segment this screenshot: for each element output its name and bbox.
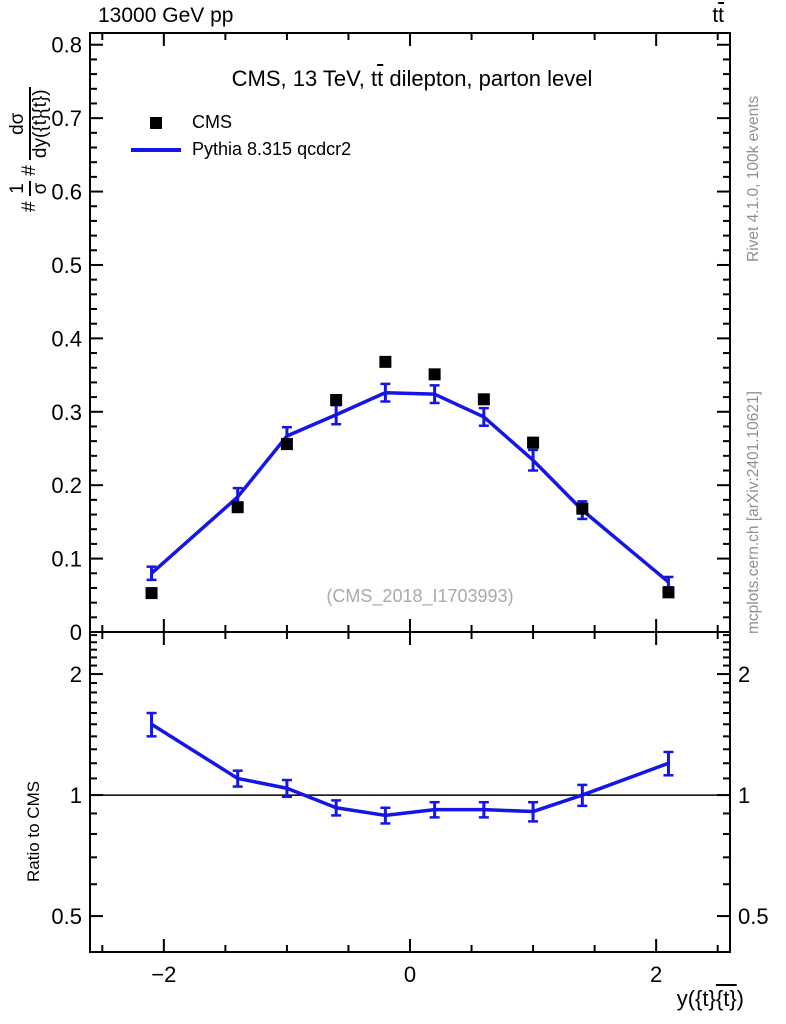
xtick-label: 0 bbox=[404, 962, 416, 987]
data-point-square bbox=[280, 438, 293, 451]
legend-row-pythia: Pythia 8.315 qcdcr2 bbox=[130, 136, 351, 163]
xlabel-tbar: {t} bbox=[715, 986, 737, 1011]
process-t: t bbox=[712, 4, 719, 27]
ylabel-num-dsigma: dσ bbox=[7, 112, 28, 135]
line-marker-icon bbox=[131, 147, 181, 152]
main-ytick-label: 0.8 bbox=[51, 33, 82, 58]
ratio-y-axis-label: Ratio to CMS bbox=[24, 780, 43, 882]
plot-title-tbar: t bbox=[377, 66, 384, 91]
data-point-square bbox=[428, 368, 441, 381]
data-point-square bbox=[527, 436, 540, 449]
x-axis-label: y({t}{t}) bbox=[677, 986, 744, 1012]
ratio-frame bbox=[89, 631, 731, 953]
ylabel-num-1: 1 bbox=[7, 183, 28, 194]
process-label: tt bbox=[712, 4, 724, 28]
main-y-axis-label: # 1 σ # dσ dy({t}{t}) bbox=[7, 87, 52, 212]
xlabel-pre: y({t} bbox=[676, 986, 716, 1011]
ylabel-den-pre: dy({t} bbox=[29, 113, 51, 159]
legend-label-cms: CMS bbox=[192, 112, 232, 132]
square-marker-icon bbox=[150, 116, 162, 129]
main-ytick-label: 0.6 bbox=[51, 180, 82, 205]
ratio-ytick-label-right: 2 bbox=[738, 662, 750, 687]
ylabel-den-dy: dy({t}{t}) bbox=[28, 87, 52, 161]
prediction-curve bbox=[150, 722, 670, 818]
plot-title: CMS, 13 TeV, tt dilepton, parton level bbox=[232, 66, 593, 92]
axis-ticks bbox=[90, 33, 730, 952]
main-ytick-label: 0.5 bbox=[51, 253, 82, 278]
xlabel-post: ) bbox=[736, 986, 744, 1011]
ylabel-hash2: # bbox=[18, 165, 40, 176]
data-point-square bbox=[662, 586, 675, 599]
ratio-ytick-label: 1 bbox=[70, 783, 82, 808]
prediction-curve bbox=[150, 390, 670, 584]
ratio-ytick-label: 0.5 bbox=[51, 904, 82, 929]
main-ytick-label: 0.4 bbox=[51, 326, 82, 351]
ylabel-den-sigma: σ bbox=[28, 180, 52, 197]
data-point-square bbox=[330, 394, 343, 407]
main-ytick-label: 0 bbox=[70, 620, 82, 645]
ratio-ytick-label-right: 1 bbox=[738, 783, 750, 808]
data-point-square bbox=[477, 393, 490, 406]
ylabel-den-post: ) bbox=[29, 89, 51, 96]
data-point-square bbox=[379, 355, 392, 368]
legend-row-cms: CMS bbox=[130, 109, 351, 136]
plot-title-post: dilepton, parton level bbox=[383, 66, 593, 91]
data-series bbox=[90, 355, 730, 825]
data-point-square bbox=[576, 502, 589, 515]
legend: CMS Pythia 8.315 qcdcr2 bbox=[130, 109, 351, 163]
ylabel-den-tbar: {t} bbox=[29, 95, 51, 114]
data-point-square bbox=[145, 587, 158, 600]
analysis-id-watermark: (CMS_2018_I1703993) bbox=[326, 586, 514, 606]
main-ytick-label: 0.3 bbox=[51, 400, 82, 425]
legend-label-pythia: Pythia 8.315 qcdcr2 bbox=[192, 139, 352, 159]
main-ytick-label: 0.1 bbox=[51, 547, 82, 572]
ylabel-frac-dsigma-dy: dσ dy({t}{t}) bbox=[7, 87, 52, 161]
ratio-ytick-label: 2 bbox=[70, 662, 82, 687]
xtick-label: −2 bbox=[151, 962, 176, 987]
ylabel-frac-1-over-sigma: 1 σ bbox=[7, 180, 52, 197]
beam-energy-label: 13000 GeV pp bbox=[98, 4, 234, 27]
xtick-label: 2 bbox=[650, 962, 662, 987]
main-ytick-label: 0.2 bbox=[51, 473, 82, 498]
ylabel-hash1: # bbox=[18, 201, 40, 212]
ratio-ytick-label-right: 0.5 bbox=[738, 904, 769, 929]
pythia-line-swatch bbox=[130, 147, 182, 152]
axis-tick-labels: 0 0.1 0.2 0.3 0.4 0.5 0.6 0.7 0.8 0.5 0.5 1 1 2 2 −2 0 2 bbox=[51, 33, 768, 987]
main-ytick-label: 0.7 bbox=[51, 106, 82, 131]
data-point-square bbox=[231, 501, 244, 514]
rivet-version-note: Rivet 4.1.0, 100k events bbox=[745, 95, 762, 262]
cms-marker-swatch bbox=[130, 116, 182, 129]
plot-title-pre: CMS, 13 TeV, t bbox=[231, 66, 378, 91]
process-tbar: t bbox=[718, 4, 724, 27]
mcplots-arxiv-note: mcplots.cern.ch [arXiv:2401.10621] bbox=[745, 391, 762, 634]
